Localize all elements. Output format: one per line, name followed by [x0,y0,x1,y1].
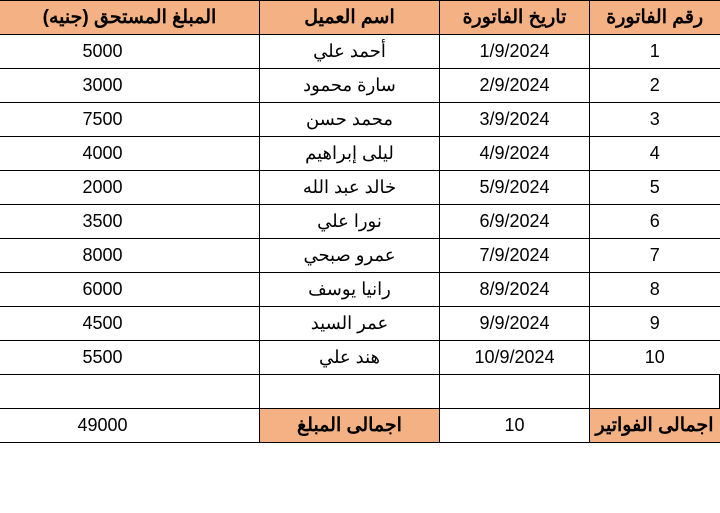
cell-invoice-num: 5 [590,171,720,205]
cell-invoice-date: 3/9/2024 [440,103,590,137]
spreadsheet-table: رقم الفاتورة تاريخ الفاتورة اسم العميل ا… [0,0,720,513]
table-row: 1010/9/2024هند علي5500 [0,341,720,375]
table-row: 33/9/2024محمد حسن7500 [0,103,720,137]
cell-invoice-num: 3 [590,103,720,137]
cell-customer-name: سارة محمود [260,69,440,103]
cell-amount: 4500 [0,307,260,341]
totals-amount-value: 49000 [0,409,260,443]
cell-customer-name: محمد حسن [260,103,440,137]
header-row: رقم الفاتورة تاريخ الفاتورة اسم العميل ا… [0,1,720,35]
cell-customer-name: عمر السيد [260,307,440,341]
table-row: 77/9/2024عمرو صبحي8000 [0,239,720,273]
table-row: 55/9/2024خالد عبد الله2000 [0,171,720,205]
cell-customer-name: نورا علي [260,205,440,239]
col-header-invoice-num: رقم الفاتورة [590,1,720,35]
table-row: 44/9/2024ليلى إبراهيم4000 [0,137,720,171]
totals-row: اجمالى الفواتير 10 اجمالى المبلغ 49000 [0,409,720,443]
col-header-invoice-date: تاريخ الفاتورة [440,1,590,35]
cell-invoice-date: 7/9/2024 [440,239,590,273]
cell-invoice-date: 8/9/2024 [440,273,590,307]
cell-invoice-date: 4/9/2024 [440,137,590,171]
cell-amount: 4000 [0,137,260,171]
totals-amount-label: اجمالى المبلغ [260,409,440,443]
table-row: 22/9/2024سارة محمود3000 [0,69,720,103]
cell-invoice-num: 9 [590,307,720,341]
cell-amount: 3500 [0,205,260,239]
cell-customer-name: رانيا يوسف [260,273,440,307]
cell-amount: 6000 [0,273,260,307]
empty-row [0,375,720,409]
cell-customer-name: أحمد علي [260,35,440,69]
totals-invoices-label: اجمالى الفواتير [590,409,720,443]
cell-invoice-date: 1/9/2024 [440,35,590,69]
cell-invoice-num: 8 [590,273,720,307]
table-row: 11/9/2024أحمد علي5000 [0,35,720,69]
cell-amount: 5000 [0,35,260,69]
cell-amount: 5500 [0,341,260,375]
cell-amount: 3000 [0,69,260,103]
invoice-table: رقم الفاتورة تاريخ الفاتورة اسم العميل ا… [0,0,720,443]
cell-invoice-num: 4 [590,137,720,171]
cell-invoice-num: 10 [590,341,720,375]
cell-invoice-date: 9/9/2024 [440,307,590,341]
cell-invoice-date: 5/9/2024 [440,171,590,205]
cell-invoice-num: 1 [590,35,720,69]
cell-invoice-num: 2 [590,69,720,103]
cell-amount: 7500 [0,103,260,137]
col-header-customer-name: اسم العميل [260,1,440,35]
totals-invoices-value: 10 [440,409,590,443]
cell-invoice-num: 6 [590,205,720,239]
cell-customer-name: خالد عبد الله [260,171,440,205]
cell-invoice-date: 2/9/2024 [440,69,590,103]
col-header-amount-due: المبلغ المستحق (جنيه) [0,1,260,35]
cell-customer-name: هند علي [260,341,440,375]
cell-customer-name: ليلى إبراهيم [260,137,440,171]
table-row: 99/9/2024عمر السيد4500 [0,307,720,341]
cell-invoice-date: 10/9/2024 [440,341,590,375]
table-row: 66/9/2024نورا علي3500 [0,205,720,239]
cell-amount: 8000 [0,239,260,273]
cell-customer-name: عمرو صبحي [260,239,440,273]
cell-invoice-num: 7 [590,239,720,273]
cell-invoice-date: 6/9/2024 [440,205,590,239]
table-row: 88/9/2024رانيا يوسف6000 [0,273,720,307]
cell-amount: 2000 [0,171,260,205]
